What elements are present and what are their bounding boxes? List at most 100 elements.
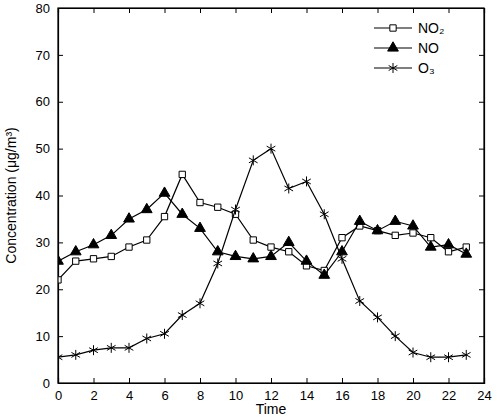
tick-mark [307, 8, 308, 13]
data-point [390, 215, 401, 224]
data-point [286, 249, 292, 255]
data-point [124, 213, 135, 222]
data-point [88, 239, 99, 248]
data-point [161, 213, 167, 219]
data-point [179, 171, 185, 177]
tick: 14 [300, 378, 314, 403]
data-point [302, 176, 311, 186]
data-point [426, 352, 435, 362]
tick: 10 [229, 378, 243, 403]
tick-mark [271, 378, 272, 383]
data-point [58, 255, 63, 264]
data-point [408, 220, 419, 229]
data-point [90, 256, 96, 262]
tick-mark [479, 289, 484, 290]
series-line [58, 174, 466, 279]
tick [236, 8, 237, 13]
tick-mark [342, 378, 343, 383]
tick-mark [413, 378, 414, 383]
data-point [445, 249, 451, 255]
data-point [71, 350, 80, 360]
tick [479, 336, 484, 337]
tick: 20 [36, 282, 63, 297]
tick-mark [165, 378, 166, 383]
tick-label: 30 [36, 235, 50, 250]
tick [342, 8, 343, 13]
tick-mark [94, 378, 95, 383]
tick: 6 [161, 378, 168, 403]
tick [479, 102, 484, 103]
legend-marker [388, 42, 399, 51]
tick: 50 [36, 141, 63, 156]
data-point [461, 248, 472, 257]
tick-label: 0 [43, 376, 50, 391]
tick-label: 14 [300, 388, 314, 403]
data-point [319, 269, 330, 278]
tick-mark [479, 55, 484, 56]
data-point [144, 237, 150, 243]
tick-label: 70 [36, 48, 50, 63]
data-point [89, 345, 98, 355]
data-point [177, 208, 188, 217]
tick-label: 16 [335, 388, 349, 403]
data-point [213, 258, 222, 268]
series-line [58, 149, 466, 358]
tick [449, 8, 450, 13]
tick-mark [129, 8, 130, 13]
plot-area: 02468101214161820222401020304050607080NO… [36, 1, 492, 404]
tick: 22 [442, 378, 456, 403]
data-point [462, 350, 471, 360]
data-point [284, 183, 293, 193]
tick [165, 8, 166, 13]
legend-label: NO₂ [418, 20, 444, 36]
tick-label: 20 [36, 282, 50, 297]
data-point [215, 204, 221, 210]
data-point [159, 187, 170, 196]
tick: 40 [36, 188, 63, 203]
tick-label: 60 [36, 94, 50, 109]
data-point [355, 296, 364, 306]
tick-mark [58, 242, 63, 243]
tick [479, 289, 484, 290]
tick [413, 8, 414, 13]
tick-label: 8 [197, 388, 204, 403]
data-point [373, 312, 382, 322]
tick: 20 [406, 378, 420, 403]
data-point [250, 237, 256, 243]
tick [479, 242, 484, 243]
data-point [195, 222, 206, 231]
tick-mark [236, 8, 237, 13]
tick-mark [479, 102, 484, 103]
tick-mark [165, 8, 166, 13]
data-point [196, 298, 205, 308]
tick-mark [58, 102, 63, 103]
tick-mark [378, 378, 379, 383]
plot-frame [58, 8, 484, 383]
data-point [392, 232, 398, 238]
tick-mark [479, 336, 484, 337]
data-point [230, 250, 241, 259]
data-point [339, 235, 345, 241]
tick-mark [307, 378, 308, 383]
y-axis-title: Concentration (μg/m³) [3, 127, 19, 263]
tick-mark [449, 378, 450, 383]
data-point [231, 205, 240, 215]
legend-marker [390, 25, 396, 31]
data-point [320, 209, 329, 219]
data-point [410, 230, 416, 236]
data-point [249, 155, 258, 165]
data-point [372, 224, 383, 233]
legend-marker [389, 63, 398, 73]
data-point [266, 250, 277, 259]
data-point [125, 343, 134, 353]
tick-mark [129, 378, 130, 383]
tick [378, 8, 379, 13]
data-point [107, 343, 116, 353]
tick-mark [413, 8, 414, 13]
tick-mark [58, 55, 63, 56]
data-point [301, 255, 312, 264]
data-point [338, 254, 347, 264]
tick-label: 40 [36, 188, 50, 203]
tick: 10 [36, 329, 63, 344]
data-point [178, 310, 187, 320]
